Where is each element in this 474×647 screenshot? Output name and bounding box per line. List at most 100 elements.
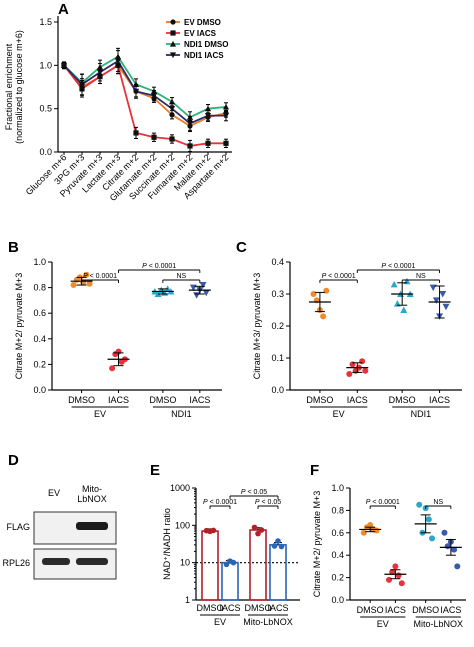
data-point [70,282,77,289]
data-point [359,358,366,365]
significance-label: P < 0.0001 [322,273,356,280]
data-point [392,563,399,570]
y-tick-label: 0.0 [271,385,284,395]
x-tick-label: DMSO [412,605,439,615]
legend-marker [170,30,176,36]
panel-letter-e: E [150,462,160,479]
y-tick-label: 0.2 [271,321,284,331]
chart-b: 0.0 0.2 0.4 0.6 0.8 1.0 Citrate M+2/ pyruvate … [14,257,222,419]
significance-label: P < 0.0001 [203,499,237,506]
data-point [78,81,86,88]
data-point [168,106,176,112]
data-point [432,297,440,304]
group-label: EV [333,409,345,419]
significance-label: P < 0.0001 [366,499,400,506]
data-point [133,130,139,136]
data-point [258,527,265,533]
data-point [223,140,229,146]
panel-letter-a: A [58,1,69,18]
x-tick-label: DMSO [389,395,416,405]
significance-label: P < 0.05 [241,489,267,496]
y-axis-label: NAD⁺/NADH ratio [162,508,172,580]
significance-label: P < 0.0001 [83,273,117,280]
y-tick-label: 0.5 [39,104,52,114]
x-tick-label: IACS [385,605,406,615]
y-tick-label: 1.0 [39,60,52,70]
y-axis-label: (normalized to glucose m+6) [14,30,24,144]
group-label: EV [214,617,226,627]
significance-label: P < 0.0001 [142,263,176,270]
data-point [454,563,461,570]
y-axis-label: Citrate M+2/ pyruvate M+3 [14,273,24,380]
data-point [395,572,402,579]
x-tick-label: IACS [429,395,450,405]
data-point [168,98,176,105]
y-axis-label: Fractional enrichment [4,43,14,130]
data-point [114,58,122,65]
data-point [390,280,398,288]
data-point [132,88,140,95]
band-rpl26-mito [76,558,108,565]
panel-letter-c: C [236,239,247,256]
chart-a: 0.0 0.5 1.0 1.5 Fractional enrichment (normal… [4,16,232,203]
significance-label: NS [433,499,443,506]
lane-label: LbNOX [77,494,107,504]
y-tick-label: 1 [185,595,190,605]
chart-f: 0.0 0.2 0.4 0.6 0.8 1.0 Citrate M+2/ pyruvate … [312,483,466,629]
y-tick-label: 0.4 [33,334,46,344]
significance-label: P < 0.05 [255,499,281,506]
data-point [83,271,90,278]
panel-letter-f: F [310,462,319,479]
data-point [205,140,211,146]
group-label: EV [377,619,389,629]
y-tick-label: 0.0 [33,385,46,395]
data-point [151,134,157,140]
group-label: NDI1 [411,409,432,419]
y-tick-label: 0.0 [331,595,344,605]
data-point [442,303,450,311]
data-point [451,546,458,553]
blot-frame-flag [33,511,117,545]
legend-marker [169,52,177,59]
data-point [346,371,353,377]
x-tick-label: DMSO [68,395,95,405]
bar [221,561,239,601]
x-tick-label: DMSO [306,395,333,405]
y-tick-label: 1.5 [39,17,52,27]
group-label: EV [94,409,106,419]
y-tick-label: 0.8 [331,505,344,515]
y-tick-label: 0.3 [271,289,284,299]
data-point [230,559,237,566]
legend-marker [170,19,176,25]
data-point [86,280,93,287]
y-tick-label: 0.8 [33,283,46,293]
x-tick-label: IACS [108,395,129,405]
series-line [63,64,227,128]
y-axis-label: Citrate M+2/ pyruvate M+3 [312,491,322,598]
data-point [439,291,447,298]
group-label: Mito-LbNOX [243,617,293,627]
data-point [169,136,175,142]
data-point [373,527,380,534]
data-point [362,367,369,374]
chart-c: 0.0 0.1 0.2 0.3 0.4 Citrate M+3/ pyruvate M+3… [252,257,462,419]
series-line [63,59,226,125]
legend-marker [169,40,177,47]
data-point [202,289,210,297]
significance-label: P < 0.0001 [381,263,415,270]
y-tick-label: 0.2 [33,359,46,369]
legend-label: EV DMSO [184,18,221,27]
y-tick-label: 0.1 [271,353,284,363]
data-point [187,143,193,149]
data-point [255,530,261,537]
lane-label: Mito- [82,484,102,494]
data-point [150,93,158,99]
data-point [275,538,281,544]
y-tick-label: 100 [175,520,190,530]
significance-label: NS [176,273,186,280]
data-point [441,529,448,536]
x-tick-label: DMSO [245,603,272,613]
panel-letter-b: B [8,239,19,256]
